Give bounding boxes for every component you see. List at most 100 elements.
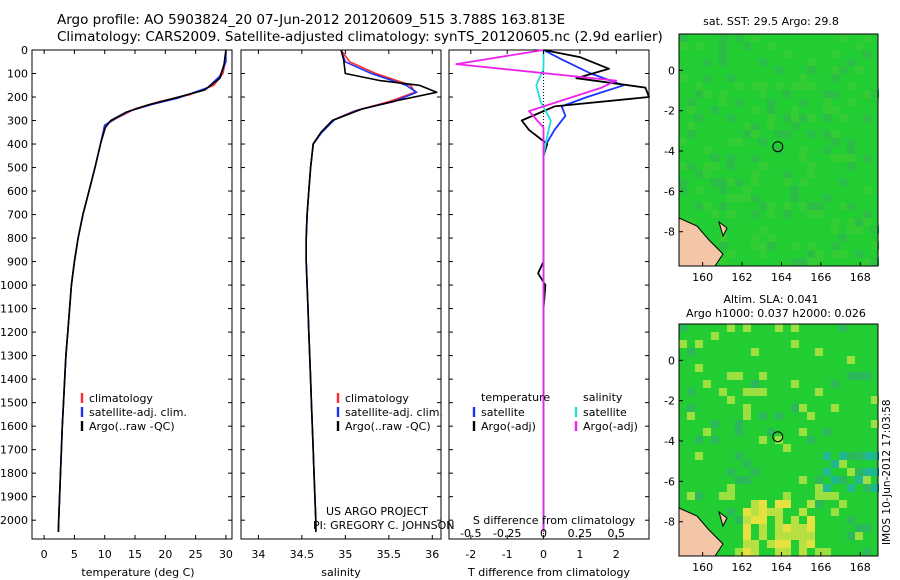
map-cell — [751, 548, 759, 556]
map-cell — [799, 74, 807, 82]
map-cell — [831, 138, 839, 146]
map-cell — [783, 492, 791, 500]
map-cell — [775, 508, 783, 516]
map-cell — [711, 154, 719, 162]
map-x-tick-label: 162 — [732, 271, 753, 284]
map-cell — [799, 508, 807, 516]
map-cell — [855, 524, 863, 532]
map-cell — [823, 468, 831, 476]
map-cell — [831, 154, 839, 162]
map-cell — [767, 508, 775, 516]
salinity-x-tick-label: 34.5 — [290, 548, 315, 561]
map-cell — [679, 34, 687, 42]
map-cell — [799, 532, 807, 540]
map-cell — [703, 170, 711, 178]
map-cell — [783, 210, 791, 218]
map-cell — [735, 516, 743, 524]
map-cell — [783, 114, 791, 122]
map-cell — [871, 484, 879, 492]
map-cell — [735, 420, 743, 428]
map-cell — [831, 492, 839, 500]
map-cell — [695, 90, 703, 98]
map-cell — [719, 492, 727, 500]
map-cell — [839, 202, 847, 210]
map-cell — [847, 162, 855, 170]
map-cell — [711, 436, 719, 444]
map-cell — [719, 258, 727, 266]
map-cell — [727, 468, 735, 476]
map-frame — [678, 33, 879, 267]
map-cell — [863, 210, 871, 218]
title-line-2: Climatology: CARS2009. Satellite-adjuste… — [57, 29, 663, 45]
difference-T-x-tick-label: -2 — [465, 548, 476, 561]
map-cell — [855, 372, 863, 380]
map-cell — [855, 66, 863, 74]
map-cell — [751, 500, 759, 508]
credit-pi: PI: GREGORY C. JOHNSON — [313, 519, 454, 532]
map-cell — [863, 154, 871, 162]
map-cell — [807, 500, 815, 508]
map-cell — [719, 178, 727, 186]
map-cell — [783, 500, 791, 508]
map-cell — [679, 42, 687, 50]
difference-T-x-tick-label: -1 — [502, 548, 513, 561]
map-cell — [871, 452, 879, 460]
map-cell — [727, 74, 735, 82]
map-cell — [727, 138, 735, 146]
map-cell — [743, 186, 751, 194]
map-cell — [775, 524, 783, 532]
map-cell — [815, 484, 823, 492]
map-cell — [847, 82, 855, 90]
map-cell — [823, 194, 831, 202]
map-cell — [863, 50, 871, 58]
map-cell — [719, 98, 727, 106]
map-cell — [815, 500, 823, 508]
map-cell — [847, 202, 855, 210]
depth-tick-label: 1400 — [0, 373, 28, 386]
map-y-tick-label: -4 — [664, 435, 675, 448]
map-cell — [679, 324, 687, 332]
map-cell — [847, 452, 855, 460]
map-x-tick-label: 168 — [850, 271, 871, 284]
map-cell — [719, 186, 727, 194]
map-cell — [735, 194, 743, 202]
map-cell — [863, 476, 871, 484]
map-cell — [767, 42, 775, 50]
map-cell — [791, 194, 799, 202]
map-cell — [751, 242, 759, 250]
map-cell — [743, 42, 751, 50]
map-cell — [727, 396, 735, 404]
depth-tick-label: 400 — [7, 138, 28, 151]
map-cell — [679, 138, 687, 146]
map-cell — [679, 340, 687, 348]
temperature-x-tick-label: 10 — [98, 548, 112, 561]
map-cell — [687, 162, 695, 170]
map-cell — [783, 50, 791, 58]
map-cell — [743, 404, 751, 412]
map-cell — [743, 460, 751, 468]
map-cell — [743, 388, 751, 396]
map-cell — [767, 98, 775, 106]
map-y-tick-label: -6 — [664, 185, 675, 198]
map-cell — [807, 524, 815, 532]
difference-temperature-legend-label: Argo(-adj) — [481, 420, 536, 433]
map-cell — [751, 540, 759, 548]
map-cell — [703, 202, 711, 210]
difference-S-x-tick-label: 0.25 — [568, 527, 593, 540]
map-cell — [807, 436, 815, 444]
map-cell — [831, 476, 839, 484]
map-cell — [791, 380, 799, 388]
map-cell — [871, 226, 879, 234]
panel-frame-salinity — [240, 49, 442, 540]
map-frame — [678, 323, 879, 557]
map-cell — [727, 154, 735, 162]
map-y-tick-label: 0 — [668, 354, 675, 367]
map-cell — [743, 412, 751, 420]
map-cell — [807, 66, 815, 74]
map-cell — [751, 154, 759, 162]
map-cell — [831, 106, 839, 114]
map-cell — [791, 532, 799, 540]
panel-frame-temperature — [31, 49, 233, 540]
map-cell — [759, 242, 767, 250]
map-cell — [855, 452, 863, 460]
